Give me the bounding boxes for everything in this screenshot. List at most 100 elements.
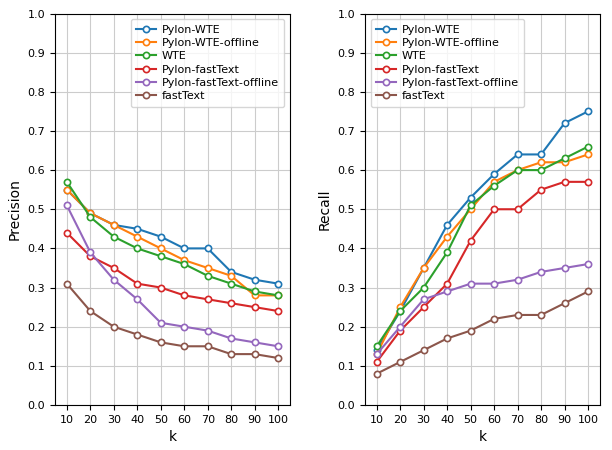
- Pylon-WTE-offline: [251, 292, 258, 298]
- X-axis label: k: k: [479, 430, 487, 444]
- Pylon-fastText: [274, 308, 282, 314]
- Pylon-fastText: [251, 304, 258, 310]
- Pylon-fastText: [110, 266, 118, 271]
- Pylon-fastText: [373, 359, 381, 364]
- Pylon-fastText: [87, 253, 94, 259]
- Line: Pylon-WTE-offline: Pylon-WTE-offline: [64, 187, 282, 298]
- WTE: [274, 292, 282, 298]
- Legend: Pylon-WTE, Pylon-WTE-offline, WTE, Pylon-fastText, Pylon-fastText-offline, fastT: Pylon-WTE, Pylon-WTE-offline, WTE, Pylon…: [130, 19, 285, 107]
- WTE: [490, 183, 498, 189]
- Pylon-WTE-offline: [561, 160, 568, 165]
- Line: fastText: fastText: [373, 288, 591, 377]
- X-axis label: k: k: [168, 430, 176, 444]
- Line: WTE: WTE: [373, 144, 591, 349]
- Pylon-WTE-offline: [584, 152, 592, 157]
- WTE: [181, 261, 188, 267]
- fastText: [204, 344, 211, 349]
- Line: WTE: WTE: [64, 179, 282, 298]
- Pylon-WTE: [251, 277, 258, 283]
- fastText: [373, 371, 381, 376]
- Pylon-WTE-offline: [397, 304, 404, 310]
- WTE: [584, 144, 592, 149]
- WTE: [63, 179, 70, 184]
- fastText: [63, 281, 70, 286]
- WTE: [514, 167, 521, 173]
- Pylon-fastText: [584, 179, 592, 184]
- Pylon-fastText-offline: [561, 266, 568, 271]
- Pylon-fastText-offline: [514, 277, 521, 283]
- fastText: [110, 324, 118, 329]
- Pylon-WTE: [561, 121, 568, 126]
- Pylon-WTE-offline: [514, 167, 521, 173]
- Line: Pylon-WTE: Pylon-WTE: [64, 187, 282, 287]
- Pylon-WTE-offline: [110, 222, 118, 228]
- WTE: [87, 214, 94, 220]
- Pylon-fastText-offline: [397, 324, 404, 329]
- Pylon-fastText-offline: [490, 281, 498, 286]
- Pylon-fastText-offline: [63, 202, 70, 208]
- Pylon-WTE-offline: [420, 266, 427, 271]
- fastText: [490, 316, 498, 322]
- Pylon-fastText: [561, 179, 568, 184]
- fastText: [133, 332, 141, 337]
- Pylon-WTE: [490, 171, 498, 177]
- Pylon-WTE: [110, 222, 118, 228]
- fastText: [514, 312, 521, 318]
- WTE: [420, 285, 427, 290]
- Pylon-fastText-offline: [110, 277, 118, 283]
- Pylon-WTE: [274, 281, 282, 286]
- fastText: [397, 359, 404, 364]
- Pylon-WTE: [157, 234, 165, 239]
- Pylon-fastText: [181, 292, 188, 298]
- Pylon-WTE-offline: [537, 160, 545, 165]
- Pylon-WTE-offline: [444, 234, 451, 239]
- Pylon-WTE: [204, 246, 211, 251]
- Pylon-fastText: [444, 281, 451, 286]
- Line: Pylon-fastText: Pylon-fastText: [373, 179, 591, 365]
- fastText: [251, 351, 258, 357]
- WTE: [228, 281, 235, 286]
- fastText: [228, 351, 235, 357]
- Pylon-fastText-offline: [584, 261, 592, 267]
- Line: fastText: fastText: [64, 280, 282, 361]
- WTE: [561, 156, 568, 161]
- Pylon-WTE-offline: [274, 292, 282, 298]
- Pylon-WTE-offline: [181, 257, 188, 263]
- fastText: [420, 347, 427, 353]
- WTE: [397, 308, 404, 314]
- Pylon-WTE: [373, 347, 381, 353]
- Line: Pylon-WTE-offline: Pylon-WTE-offline: [373, 151, 591, 357]
- WTE: [204, 273, 211, 279]
- Pylon-fastText-offline: [467, 281, 474, 286]
- Pylon-WTE-offline: [133, 234, 141, 239]
- fastText: [181, 344, 188, 349]
- Pylon-fastText-offline: [133, 297, 141, 302]
- WTE: [251, 289, 258, 294]
- Pylon-WTE: [444, 222, 451, 228]
- Pylon-WTE: [228, 269, 235, 274]
- Pylon-fastText: [537, 187, 545, 193]
- Pylon-WTE: [63, 187, 70, 193]
- Pylon-WTE-offline: [157, 246, 165, 251]
- WTE: [110, 234, 118, 239]
- Pylon-fastText-offline: [228, 336, 235, 341]
- Pylon-WTE-offline: [87, 211, 94, 216]
- Pylon-fastText-offline: [181, 324, 188, 329]
- WTE: [133, 246, 141, 251]
- WTE: [537, 167, 545, 173]
- Pylon-fastText: [514, 207, 521, 212]
- Pylon-WTE-offline: [467, 207, 474, 212]
- Pylon-WTE-offline: [490, 179, 498, 184]
- Pylon-WTE: [514, 152, 521, 157]
- Line: Pylon-fastText-offline: Pylon-fastText-offline: [373, 261, 591, 357]
- Pylon-fastText-offline: [444, 289, 451, 294]
- Pylon-fastText-offline: [87, 250, 94, 255]
- Line: Pylon-fastText: Pylon-fastText: [64, 230, 282, 314]
- fastText: [467, 328, 474, 333]
- Legend: Pylon-WTE, Pylon-WTE-offline, WTE, Pylon-fastText, Pylon-fastText-offline, fastT: Pylon-WTE, Pylon-WTE-offline, WTE, Pylon…: [370, 19, 524, 107]
- Pylon-WTE: [420, 266, 427, 271]
- Pylon-WTE-offline: [373, 351, 381, 357]
- fastText: [444, 336, 451, 341]
- Pylon-fastText: [157, 285, 165, 290]
- Pylon-fastText-offline: [373, 351, 381, 357]
